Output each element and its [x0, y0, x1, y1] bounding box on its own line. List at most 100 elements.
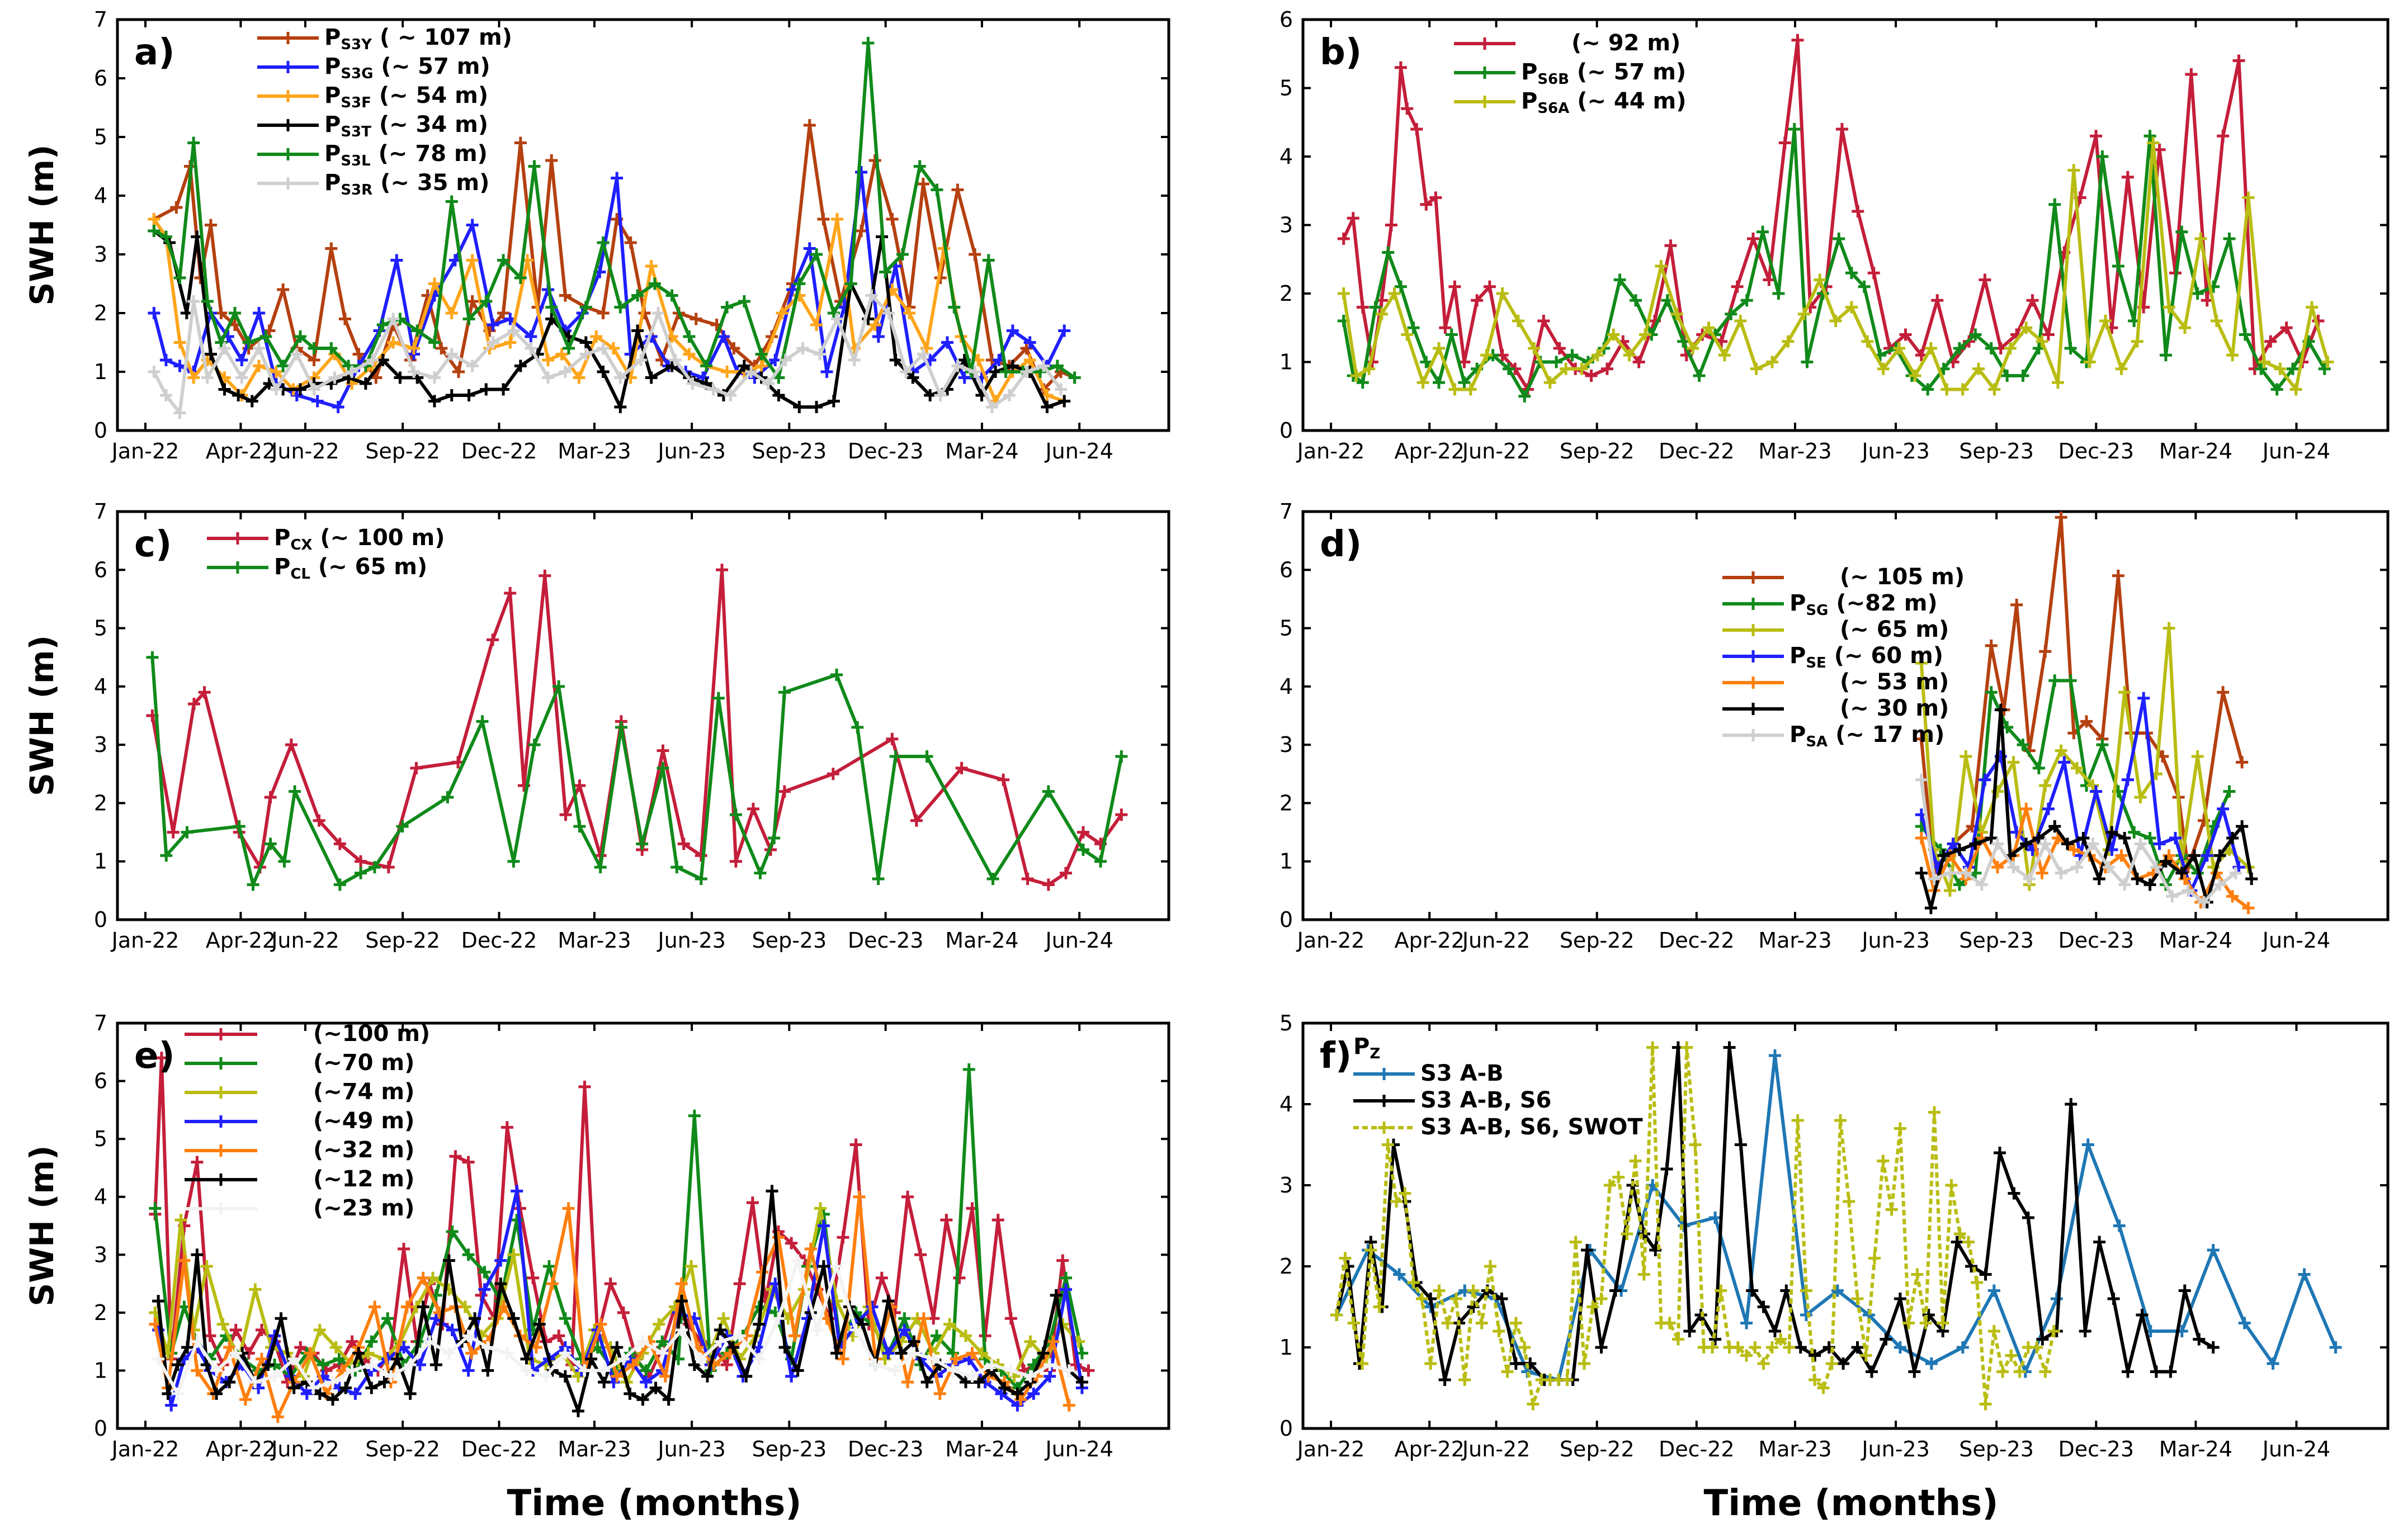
data-point: [1924, 902, 1937, 915]
data-point: [159, 230, 172, 243]
data-point: [480, 383, 493, 396]
legend-marker: [215, 1203, 227, 1215]
data-point: [2050, 1293, 2063, 1305]
data-point: [2143, 832, 2156, 844]
data-point: [2112, 569, 2124, 582]
data-point: [778, 686, 791, 699]
data-point: [2258, 356, 2270, 368]
legend-entry: PS3L (~ 78 m): [324, 141, 488, 169]
data-point: [313, 1323, 326, 1336]
data-point: [2065, 1098, 2078, 1110]
data-point: [2239, 328, 2251, 341]
data-point: [2090, 785, 2103, 798]
data-point: [1829, 315, 1842, 327]
data-point: [2080, 715, 2093, 728]
data-point: [2270, 383, 2283, 396]
data-point: [1663, 1317, 1676, 1329]
data-point: [446, 1225, 459, 1238]
data-point: [239, 1393, 252, 1406]
data-point: [1649, 1244, 1662, 1256]
data-point: [951, 183, 964, 196]
data-point: [520, 1352, 533, 1365]
data-point: [969, 366, 981, 378]
data-point: [355, 855, 367, 868]
data-point: [2081, 1138, 2094, 1151]
data-point: [903, 307, 916, 319]
data-point: [1902, 1317, 1915, 1329]
data-point: [645, 371, 658, 384]
y-axis-label: SWH (m): [23, 145, 61, 306]
data-point: [1687, 342, 1699, 354]
data-point: [1960, 867, 1972, 879]
data-point: [868, 319, 881, 331]
data-point: [1337, 287, 1350, 300]
data-point: [223, 1376, 236, 1389]
data-point: [2093, 1236, 2106, 1248]
data-point: [1058, 395, 1071, 408]
data-point: [1609, 1284, 1622, 1297]
ytick-label: 1: [94, 359, 107, 384]
data-point: [223, 1341, 236, 1354]
data-point: [901, 1190, 914, 1203]
data-point: [174, 1214, 187, 1227]
data-point: [1740, 1317, 1753, 1329]
xtick-label: Apr-22: [1394, 1437, 1464, 1461]
data-point: [1356, 301, 1369, 314]
ytick-label: 2: [94, 301, 107, 325]
data-point: [152, 1295, 165, 1308]
data-point: [830, 669, 843, 681]
data-point: [1768, 1049, 1781, 1062]
data-point: [507, 855, 520, 868]
ytick-label: 2: [1279, 791, 1293, 815]
panel-label: b): [1320, 32, 1362, 73]
xtick-label: Mar-23: [1758, 1437, 1831, 1461]
data-point: [204, 219, 217, 231]
data-point: [313, 814, 325, 827]
data-point: [1603, 1179, 1616, 1191]
data-point: [1037, 1347, 1050, 1360]
data-point: [869, 1359, 882, 1371]
data-point: [716, 564, 729, 576]
data-point: [733, 1329, 746, 1342]
data-point: [339, 1381, 352, 1394]
data-point: [607, 342, 620, 354]
data-point: [831, 213, 844, 225]
data-point: [1613, 273, 1626, 286]
data-point: [462, 313, 475, 325]
legend-marker: [1747, 703, 1759, 715]
data-point: [307, 1381, 320, 1394]
legend-marker: [1747, 729, 1759, 741]
data-point: [1433, 1284, 1446, 1297]
data-point: [382, 861, 395, 874]
data-point: [1393, 1268, 1406, 1281]
data-point: [1991, 838, 2004, 850]
data-point: [1953, 342, 1966, 354]
data-point: [2010, 598, 2023, 611]
data-point: [396, 820, 409, 833]
data-point: [714, 1323, 727, 1336]
data-point: [827, 768, 839, 780]
plot-area: [149, 1052, 1095, 1423]
data-point: [1740, 1349, 1753, 1362]
data-point: [917, 1312, 930, 1325]
data-point: [1734, 315, 1747, 327]
data-point: [559, 1370, 572, 1383]
data-point: [611, 172, 624, 184]
data-point: [814, 348, 827, 361]
data-point: [2032, 761, 2045, 774]
data-point: [2191, 287, 2204, 300]
xtick-label: Apr-22: [206, 1437, 276, 1461]
data-point: [1629, 294, 1642, 307]
data-point: [520, 1364, 533, 1377]
data-point: [545, 301, 558, 314]
data-point: [1670, 307, 1683, 320]
data-point: [901, 1376, 914, 1389]
data-point: [562, 1202, 575, 1215]
data-point: [2169, 832, 2182, 844]
data-point: [1027, 1387, 1040, 1400]
data-point: [579, 348, 592, 361]
xtick-label: Sep-23: [752, 928, 827, 953]
legend-marker: [215, 1028, 227, 1040]
data-point: [1765, 1341, 1778, 1354]
